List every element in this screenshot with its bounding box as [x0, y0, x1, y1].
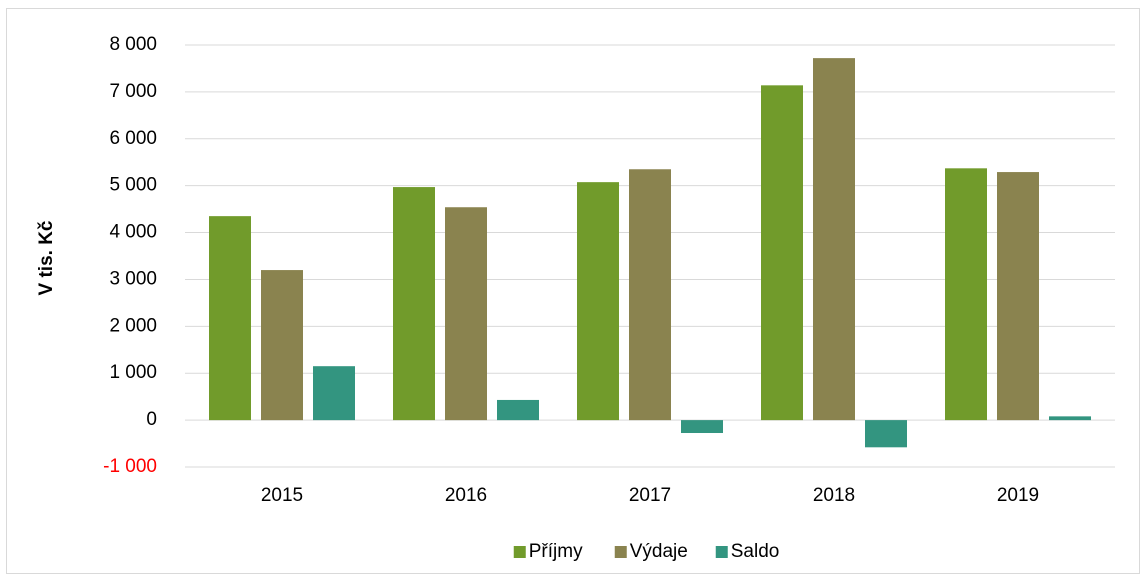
x-tick-label: 2017	[629, 485, 671, 506]
bar	[261, 270, 303, 421]
bar	[393, 187, 435, 421]
bar	[209, 216, 251, 421]
y-tick-label: 7 000	[109, 81, 157, 102]
x-tick-label: 2019	[997, 485, 1039, 506]
bar	[681, 420, 723, 434]
bar	[761, 85, 803, 421]
y-axis-label: V tis. Kč	[36, 220, 57, 295]
y-tick-label: 3 000	[109, 268, 157, 289]
bar	[997, 172, 1039, 421]
bar	[813, 58, 855, 421]
x-tick-label: 2015	[261, 485, 303, 506]
bar	[497, 399, 539, 421]
y-tick-label: 5 000	[109, 175, 157, 196]
y-tick-label: 2 000	[109, 315, 157, 336]
x-tick-label: 2016	[445, 485, 487, 506]
x-tick-label: 2018	[813, 485, 855, 506]
bar	[577, 182, 619, 421]
legend-label: Výdaje	[630, 541, 688, 562]
y-tick-label: 4 000	[109, 222, 157, 243]
bar	[945, 168, 987, 421]
bar	[1049, 416, 1091, 421]
y-tick-label: 0	[146, 409, 157, 430]
y-tick-label: 6 000	[109, 128, 157, 149]
legend-swatch	[715, 546, 728, 558]
legend-label: Saldo	[731, 541, 780, 562]
y-tick-label: -1 000	[103, 456, 157, 477]
bar	[313, 366, 355, 421]
y-tick-label: 1 000	[109, 362, 157, 383]
bar	[865, 420, 907, 448]
legend-swatch	[513, 546, 526, 558]
y-tick-label: 8 000	[109, 34, 157, 55]
legend-label: Příjmy	[529, 541, 583, 562]
bar	[445, 207, 487, 421]
legend-swatch	[614, 546, 627, 558]
bar	[629, 169, 671, 421]
